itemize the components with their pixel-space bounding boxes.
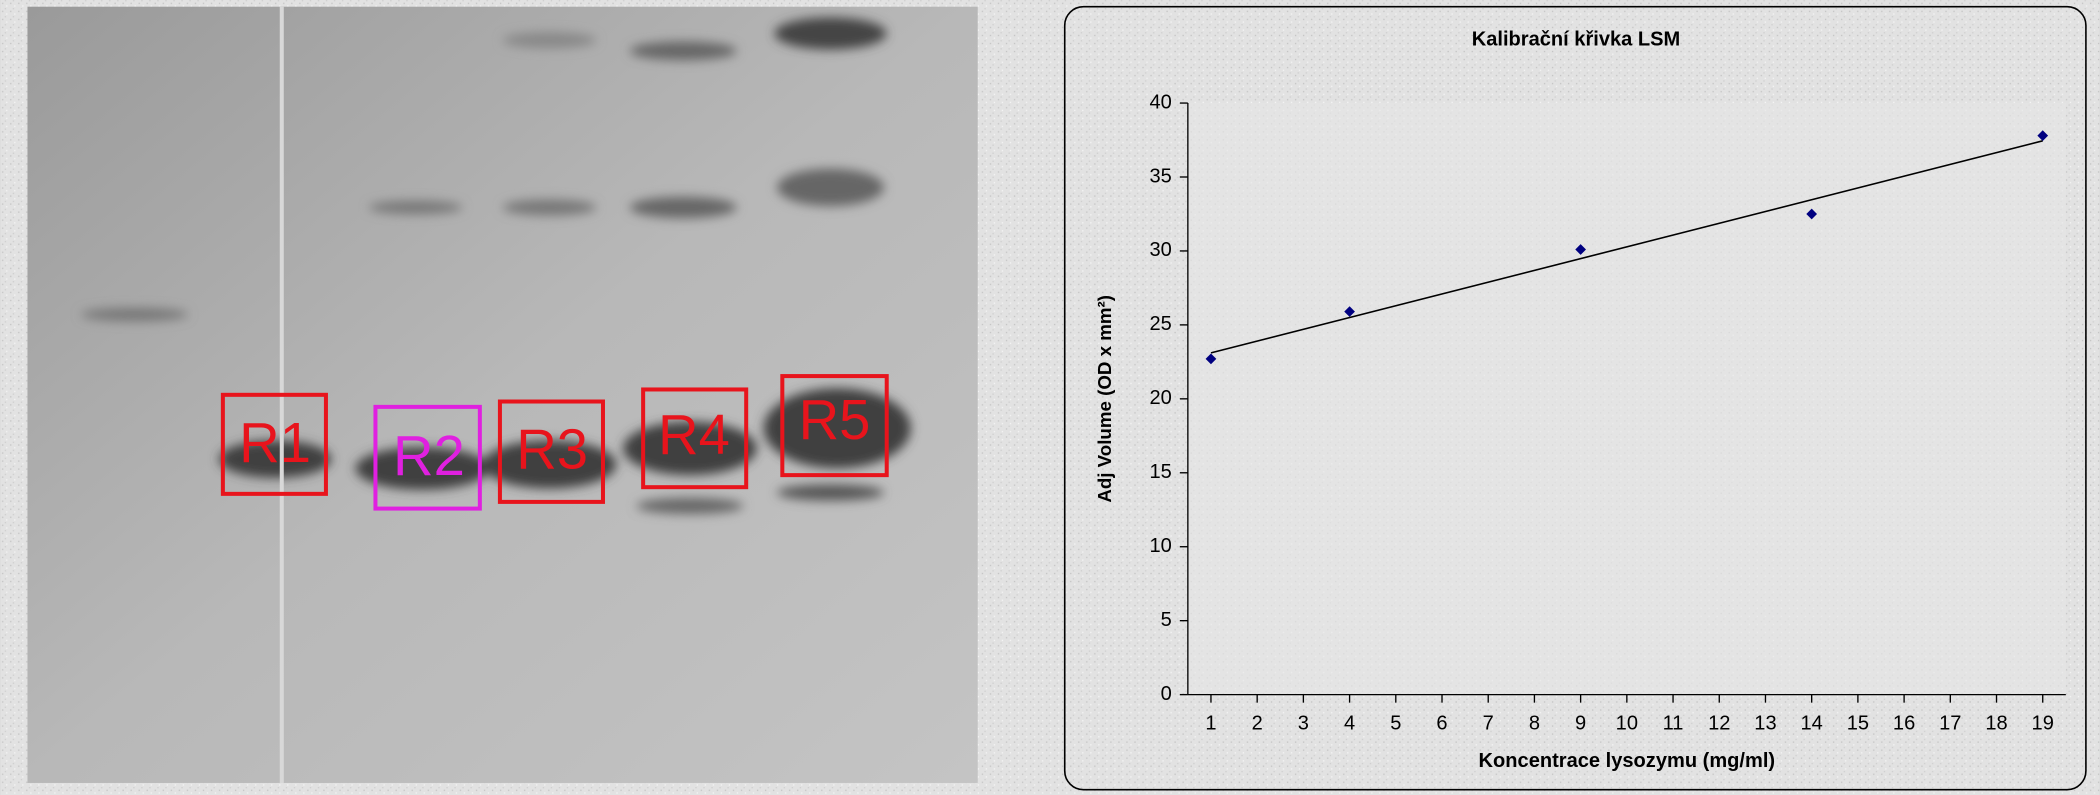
x-tick-label: 17: [1939, 712, 1961, 734]
data-point: [1344, 306, 1355, 317]
x-tick-label: 11: [1663, 712, 1684, 734]
x-tick-label: 6: [1436, 712, 1447, 734]
region-labels: R1 R2 R3 R4 R5: [239, 388, 870, 487]
region-box: [373, 404, 482, 511]
gel-bands: [81, 17, 911, 514]
y-tick-label: 30: [1149, 239, 1171, 261]
region-box: [641, 387, 749, 490]
x-tick-label: 7: [1483, 712, 1494, 734]
chart-title: Kalibrační křivka LSM: [1472, 28, 1681, 50]
data-point: [1806, 208, 1818, 220]
x-axis-label: Koncentrace lysozymu (mg/ml): [1479, 750, 1776, 772]
region-label: R4: [658, 403, 730, 466]
region-box: [220, 392, 328, 496]
x-tick-label: 3: [1298, 712, 1309, 734]
x-tick-label: 8: [1529, 712, 1540, 734]
x-tick-label: 9: [1575, 712, 1586, 734]
x-tick-label: 4: [1344, 712, 1355, 734]
region-box: [497, 399, 605, 504]
region-label: R3: [516, 418, 588, 481]
data-point: [1575, 244, 1586, 255]
y-axis-label: Adj Volume (OD x mm²): [1094, 295, 1115, 503]
region-label: R2: [393, 424, 465, 487]
region-label: R5: [799, 388, 871, 451]
x-tick-label: 13: [1754, 712, 1776, 734]
x-tick-label: 16: [1893, 712, 1915, 734]
y-tick-label: 10: [1149, 535, 1171, 557]
region-boxes: [220, 374, 889, 511]
y-tick-label: 20: [1149, 387, 1171, 409]
x-tick-label: 10: [1616, 712, 1638, 734]
y-tick-label: 40: [1149, 91, 1171, 113]
x-tick-label: 15: [1847, 712, 1869, 734]
y-tick-label: 25: [1149, 313, 1171, 335]
plot-area: [1187, 103, 2066, 695]
x-tick-label: 1: [1205, 712, 1216, 734]
y-tick-label: 5: [1161, 609, 1172, 631]
x-tick-label: 14: [1801, 712, 1823, 734]
x-tick-label: 18: [1985, 712, 2007, 734]
region-label: R1: [239, 411, 311, 474]
chart-panel: Kalibrační křivka LSM Koncentrace lysozy…: [1063, 5, 2087, 791]
region-box: [780, 374, 889, 478]
y-tick-label: 0: [1161, 683, 1172, 705]
y-tick-label: 35: [1149, 165, 1171, 187]
x-tick-label: 12: [1708, 712, 1730, 734]
x-tick-label: 5: [1390, 712, 1401, 734]
data-point: [2037, 130, 2049, 141]
y-tick-label: 15: [1149, 461, 1171, 483]
trendline: [1210, 140, 2043, 354]
x-tick-label: 19: [2032, 712, 2054, 734]
gel-image: R1 R2 R3 R4 R5: [27, 6, 978, 783]
x-tick-label: 2: [1252, 712, 1263, 734]
